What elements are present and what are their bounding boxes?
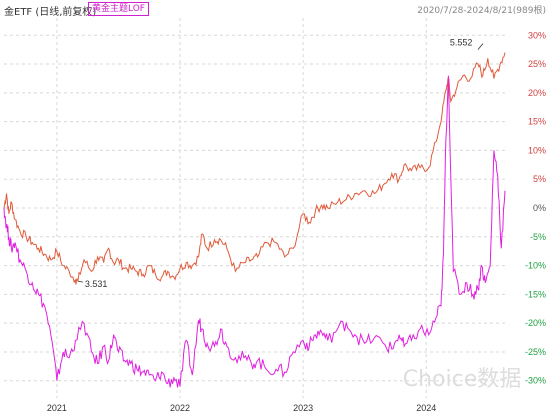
chart-title: 金ETF (日线,前复权)	[4, 7, 97, 18]
y-tick-label-12: -30%	[525, 376, 546, 386]
annotations: 5.552 3.531	[77, 38, 484, 289]
series-line-etf	[3, 52, 506, 285]
grid-lines	[4, 18, 505, 398]
y-tick-label-11: -25%	[525, 347, 546, 357]
chart-header: 金ETF (日线,前复权) 黄金主题LOF 2020/7/28-2024/8/2…	[0, 0, 550, 18]
y-tick-label-5: 5%	[533, 174, 546, 184]
y-tick-label-2: 20%	[528, 88, 546, 98]
x-tick-label-1: 2022	[170, 403, 190, 413]
x-tick-label-0: 2021	[47, 403, 67, 413]
series-lines	[3, 52, 506, 388]
series-line-lof	[3, 75, 506, 388]
x-tick-label-3: 2024	[416, 403, 436, 413]
annotation-label-0: 5.552	[450, 38, 473, 48]
y-tick-label-9: -15%	[525, 289, 546, 299]
x-tick-label-2: 2023	[293, 403, 313, 413]
y-tick-label-4: 10%	[528, 145, 546, 155]
annotation-pointer-1	[77, 280, 83, 283]
y-tick-label-6: 0%	[533, 203, 546, 213]
y-tick-label-8: -10%	[525, 261, 546, 271]
x-axis-labels: 2021 2022 2023 2024	[47, 403, 436, 413]
date-range-label: 2020/7/28-2024/8/21(989根)	[417, 6, 546, 16]
annotation-pointer-0	[477, 43, 484, 50]
comparison-series-tag[interactable]: 黄金主题LOF	[88, 2, 149, 16]
y-axis-labels: 30% 25% 20% 15% 10% 5% 0% -5% -10% -15% -20% -25% -3…	[525, 30, 546, 385]
y-tick-label-3: 15%	[528, 117, 546, 127]
annotation-label-1: 3.531	[85, 279, 108, 289]
y-tick-label-10: -20%	[525, 318, 546, 328]
y-tick-label-7: -5%	[530, 232, 546, 242]
watermark-logo: Choice数据	[403, 367, 522, 392]
y-tick-label-0: 30%	[528, 30, 546, 40]
y-tick-label-1: 25%	[528, 59, 546, 69]
